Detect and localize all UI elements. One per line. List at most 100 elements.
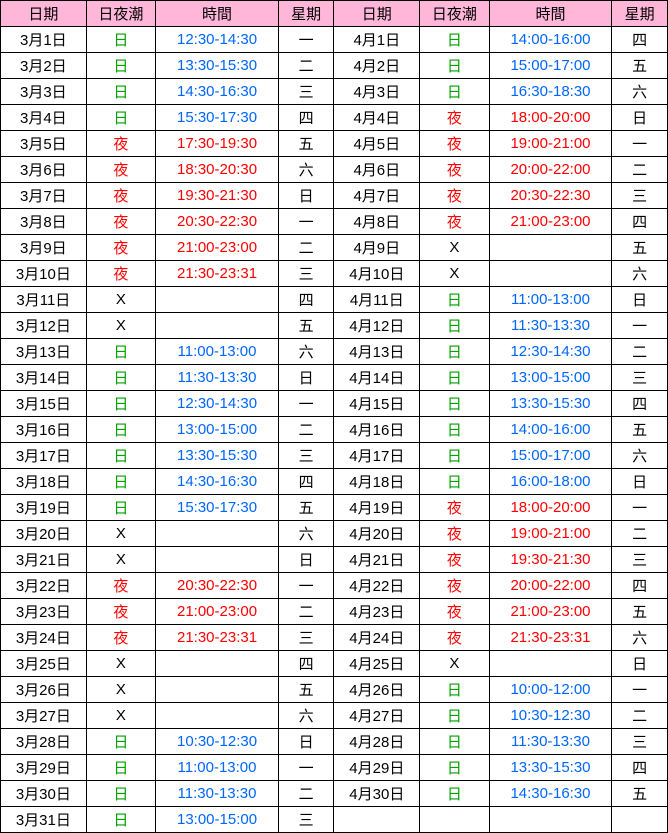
tide-cell: X xyxy=(86,651,155,677)
header-cell: 星期 xyxy=(278,1,334,27)
weekday-cell: 日 xyxy=(612,469,668,495)
weekday-cell: 四 xyxy=(278,105,334,131)
date-cell: 3月17日 xyxy=(1,443,87,469)
tide-cell: 日 xyxy=(86,781,155,807)
tide-cell: X xyxy=(86,287,155,313)
time-cell: 21:30-23:31 xyxy=(156,625,279,651)
time-cell: 10:30-12:30 xyxy=(489,703,612,729)
tide-cell: 日 xyxy=(420,79,489,105)
date-cell: 3月7日 xyxy=(1,183,87,209)
date-cell: 3月24日 xyxy=(1,625,87,651)
date-cell: 3月16日 xyxy=(1,417,87,443)
weekday-cell: 五 xyxy=(278,131,334,157)
header-cell: 時間 xyxy=(489,1,612,27)
date-cell: 4月11日 xyxy=(334,287,420,313)
weekday-cell: 四 xyxy=(612,391,668,417)
table-row: 3月29日日11:00-13:00一4月29日日13:30-15:30四 xyxy=(1,755,668,781)
weekday-cell: 三 xyxy=(278,625,334,651)
date-cell: 4月24日 xyxy=(334,625,420,651)
table-row: 3月17日日13:30-15:30三4月17日日15:00-17:00六 xyxy=(1,443,668,469)
time-cell: 12:30-14:30 xyxy=(156,391,279,417)
date-cell: 4月8日 xyxy=(334,209,420,235)
time-cell: 21:00-23:00 xyxy=(156,599,279,625)
tide-cell: X xyxy=(420,651,489,677)
tide-cell: 日 xyxy=(420,469,489,495)
time-cell: 14:30-16:30 xyxy=(156,79,279,105)
tide-cell: 夜 xyxy=(86,209,155,235)
weekday-cell: 五 xyxy=(278,677,334,703)
date-cell: 3月19日 xyxy=(1,495,87,521)
time-cell: 10:00-12:00 xyxy=(489,677,612,703)
tide-cell: 日 xyxy=(86,53,155,79)
time-cell: 13:00-15:00 xyxy=(156,417,279,443)
tide-cell: X xyxy=(420,235,489,261)
tide-cell: 夜 xyxy=(420,521,489,547)
weekday-cell: 四 xyxy=(278,651,334,677)
weekday-cell: 六 xyxy=(612,443,668,469)
time-cell: 13:30-15:30 xyxy=(489,391,612,417)
weekday-cell: 六 xyxy=(612,625,668,651)
tide-cell: 日 xyxy=(420,27,489,53)
tide-cell: 日 xyxy=(420,417,489,443)
date-cell: 3月15日 xyxy=(1,391,87,417)
tide-cell: 日 xyxy=(420,781,489,807)
time-cell: 14:00-16:00 xyxy=(489,417,612,443)
weekday-cell: 一 xyxy=(612,131,668,157)
weekday-cell: 四 xyxy=(278,469,334,495)
weekday-cell: 四 xyxy=(612,27,668,53)
tide-cell: 日 xyxy=(86,495,155,521)
date-cell: 3月11日 xyxy=(1,287,87,313)
weekday-cell: 六 xyxy=(278,703,334,729)
time-cell xyxy=(156,547,279,573)
weekday-cell: 五 xyxy=(612,417,668,443)
table-row: 3月28日日10:30-12:30日4月28日日11:30-13:30三 xyxy=(1,729,668,755)
weekday-cell: 一 xyxy=(278,27,334,53)
date-cell: 3月31日 xyxy=(1,807,87,833)
date-cell: 4月27日 xyxy=(334,703,420,729)
weekday-cell: 四 xyxy=(278,287,334,313)
tide-cell: 夜 xyxy=(86,235,155,261)
date-cell: 4月29日 xyxy=(334,755,420,781)
weekday-cell: 三 xyxy=(278,807,334,833)
table-row: 3月10日夜21:30-23:31三4月10日X六 xyxy=(1,261,668,287)
date-cell: 4月23日 xyxy=(334,599,420,625)
time-cell: 16:00-18:00 xyxy=(489,469,612,495)
time-cell: 19:30-21:30 xyxy=(156,183,279,209)
header-cell: 日夜潮 xyxy=(86,1,155,27)
table-row: 3月31日日13:00-15:00三 xyxy=(1,807,668,833)
tide-cell: X xyxy=(86,547,155,573)
time-cell: 21:30-23:31 xyxy=(489,625,612,651)
date-cell: 3月30日 xyxy=(1,781,87,807)
table-row: 3月30日日11:30-13:30二4月30日日14:30-16:30五 xyxy=(1,781,668,807)
table-row: 3月24日夜21:30-23:31三4月24日夜21:30-23:31六 xyxy=(1,625,668,651)
header-cell: 時間 xyxy=(156,1,279,27)
table-body: 3月1日日12:30-14:30一4月1日日14:00-16:00四3月2日日1… xyxy=(1,27,668,833)
weekday-cell: 五 xyxy=(612,235,668,261)
table-row: 3月3日日14:30-16:30三4月3日日16:30-18:30六 xyxy=(1,79,668,105)
time-cell: 18:00-20:00 xyxy=(489,495,612,521)
time-cell xyxy=(489,235,612,261)
time-cell: 13:30-15:30 xyxy=(156,53,279,79)
date-cell: 4月22日 xyxy=(334,573,420,599)
tide-cell: 日 xyxy=(420,313,489,339)
time-cell: 14:30-16:30 xyxy=(156,469,279,495)
time-cell: 11:30-13:30 xyxy=(156,781,279,807)
tide-cell: X xyxy=(86,703,155,729)
tide-cell: 日 xyxy=(86,79,155,105)
date-cell: 4月9日 xyxy=(334,235,420,261)
time-cell: 15:30-17:30 xyxy=(156,495,279,521)
weekday-cell: 六 xyxy=(612,261,668,287)
weekday-cell xyxy=(612,807,668,833)
tide-cell: X xyxy=(420,261,489,287)
header-cell: 星期 xyxy=(612,1,668,27)
weekday-cell: 一 xyxy=(612,677,668,703)
tide-cell: 日 xyxy=(420,443,489,469)
table-header-row: 日期日夜潮時間星期日期日夜潮時間星期 xyxy=(1,1,668,27)
weekday-cell: 一 xyxy=(278,209,334,235)
weekday-cell: 日 xyxy=(278,183,334,209)
weekday-cell: 六 xyxy=(278,157,334,183)
tide-cell: 日 xyxy=(86,339,155,365)
tide-cell: 日 xyxy=(420,729,489,755)
weekday-cell: 六 xyxy=(278,521,334,547)
tide-cell: 日 xyxy=(86,443,155,469)
